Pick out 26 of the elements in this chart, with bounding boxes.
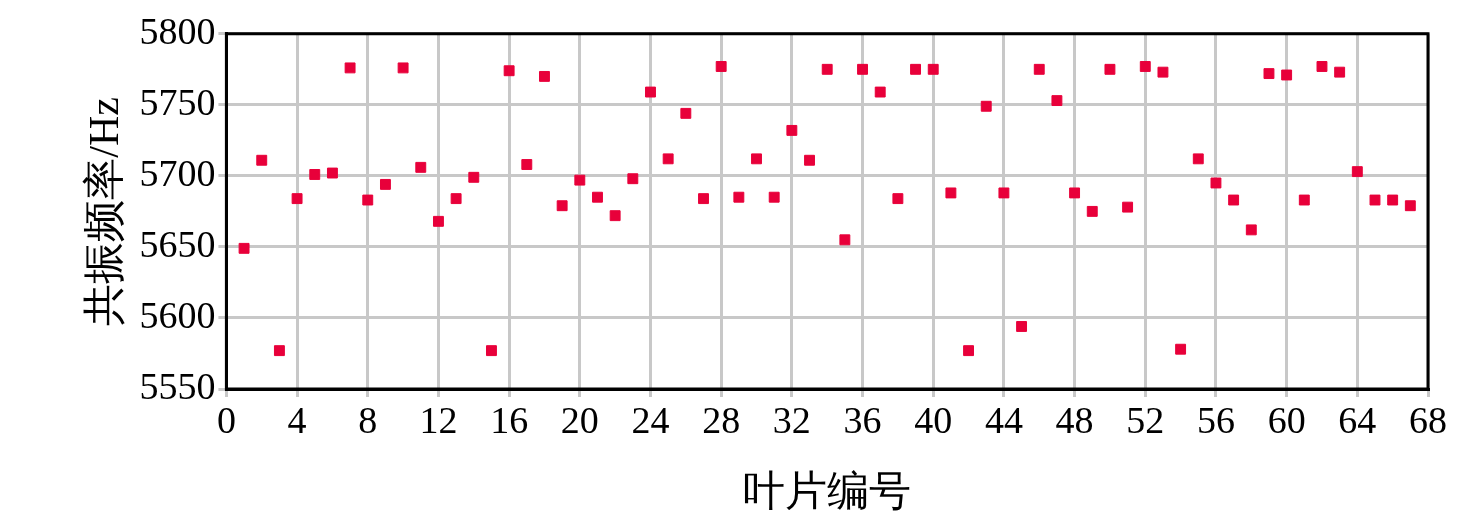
y-tick-label: 5650 bbox=[139, 222, 216, 265]
y-tick-label: 5750 bbox=[139, 80, 216, 123]
x-tick-label: 28 bbox=[702, 398, 741, 441]
x-tick-label: 16 bbox=[490, 398, 529, 441]
x-tick-label: 12 bbox=[419, 398, 458, 441]
x-tick-label: 24 bbox=[631, 398, 670, 441]
y-tick-label: 5700 bbox=[139, 151, 216, 194]
x-tick-label: 4 bbox=[287, 398, 307, 441]
x-tick-label: 64 bbox=[1338, 398, 1377, 441]
x-tick-label: 52 bbox=[1126, 398, 1165, 441]
y-tick-label: 5550 bbox=[139, 364, 216, 407]
y-tick-label: 5800 bbox=[139, 9, 216, 52]
x-tick-label: 0 bbox=[216, 398, 236, 441]
y-tick-label: 5600 bbox=[139, 293, 216, 336]
y-axis-title: 共振频率/Hz bbox=[81, 97, 128, 326]
x-tick-label: 8 bbox=[358, 398, 378, 441]
x-tick-label: 44 bbox=[984, 398, 1023, 441]
x-axis-title: 叶片编号 bbox=[743, 467, 912, 514]
x-tick-label: 32 bbox=[772, 398, 811, 441]
x-tick-label: 40 bbox=[914, 398, 953, 441]
x-tick-label: 68 bbox=[1409, 398, 1447, 441]
x-tick-label: 36 bbox=[843, 398, 882, 441]
x-tick-label: 60 bbox=[1267, 398, 1306, 441]
x-tick-label: 56 bbox=[1196, 398, 1235, 441]
x-tick-label: 20 bbox=[560, 398, 599, 441]
x-tick-label: 48 bbox=[1055, 398, 1094, 441]
